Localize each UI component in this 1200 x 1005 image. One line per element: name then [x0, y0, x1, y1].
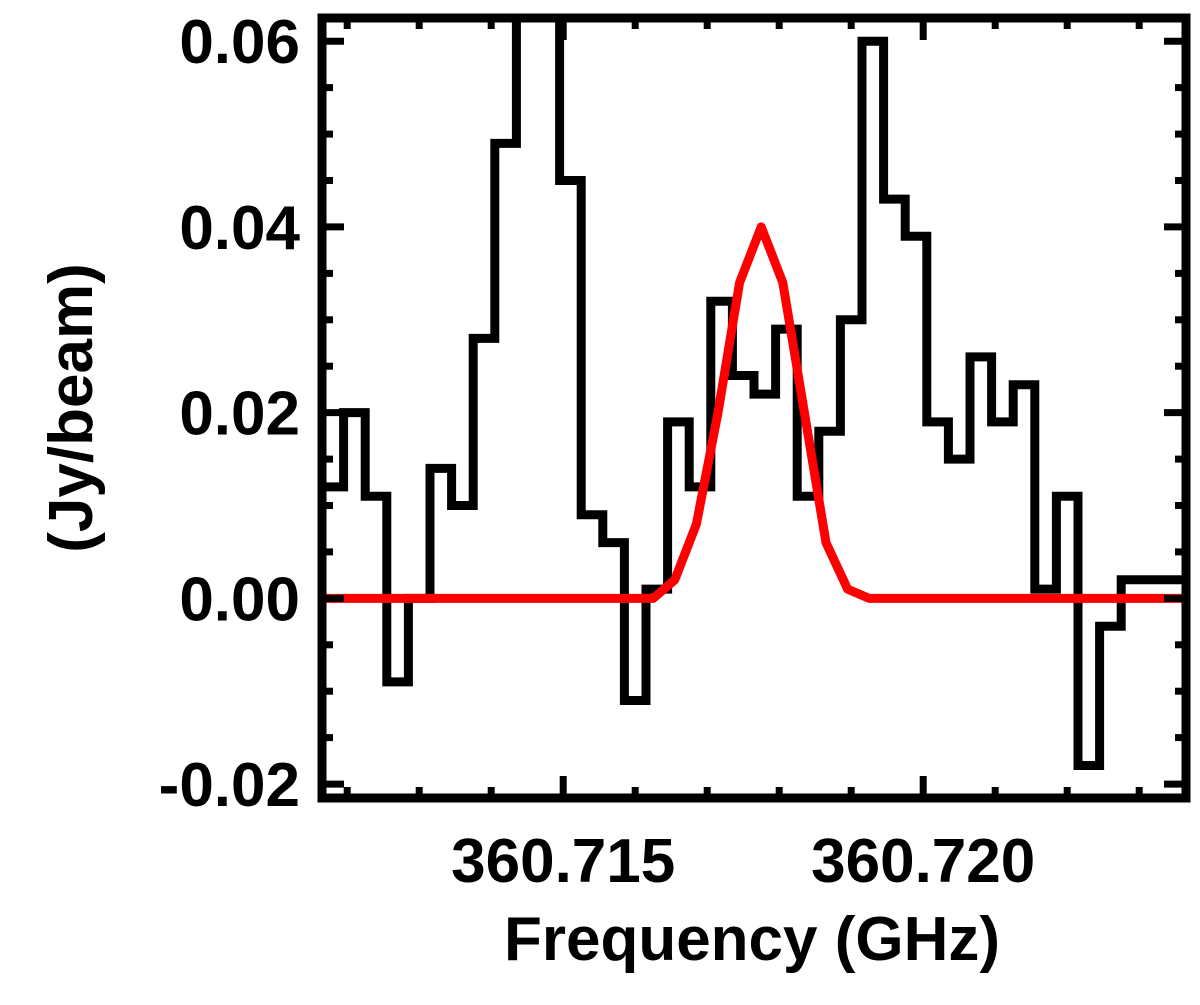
x-tick-label: 360.715 [451, 827, 675, 896]
x-tick-label: 360.720 [811, 827, 1035, 896]
gaussian-fit-line [322, 222, 1186, 603]
y-tick-label: 0.00 [179, 565, 300, 634]
y-tick-label: -0.02 [159, 751, 300, 820]
y-tick-label: 0.06 [179, 8, 300, 77]
y-tick-label: 0.04 [179, 194, 300, 263]
x-axis-label: Frequency (GHz) [504, 905, 1000, 974]
y-tick-label: 0.02 [179, 380, 300, 449]
plot-frame [317, 13, 1191, 803]
observed-spectrum-line [322, 18, 1186, 770]
y-axis-label: (Jy/beam) [37, 263, 106, 552]
